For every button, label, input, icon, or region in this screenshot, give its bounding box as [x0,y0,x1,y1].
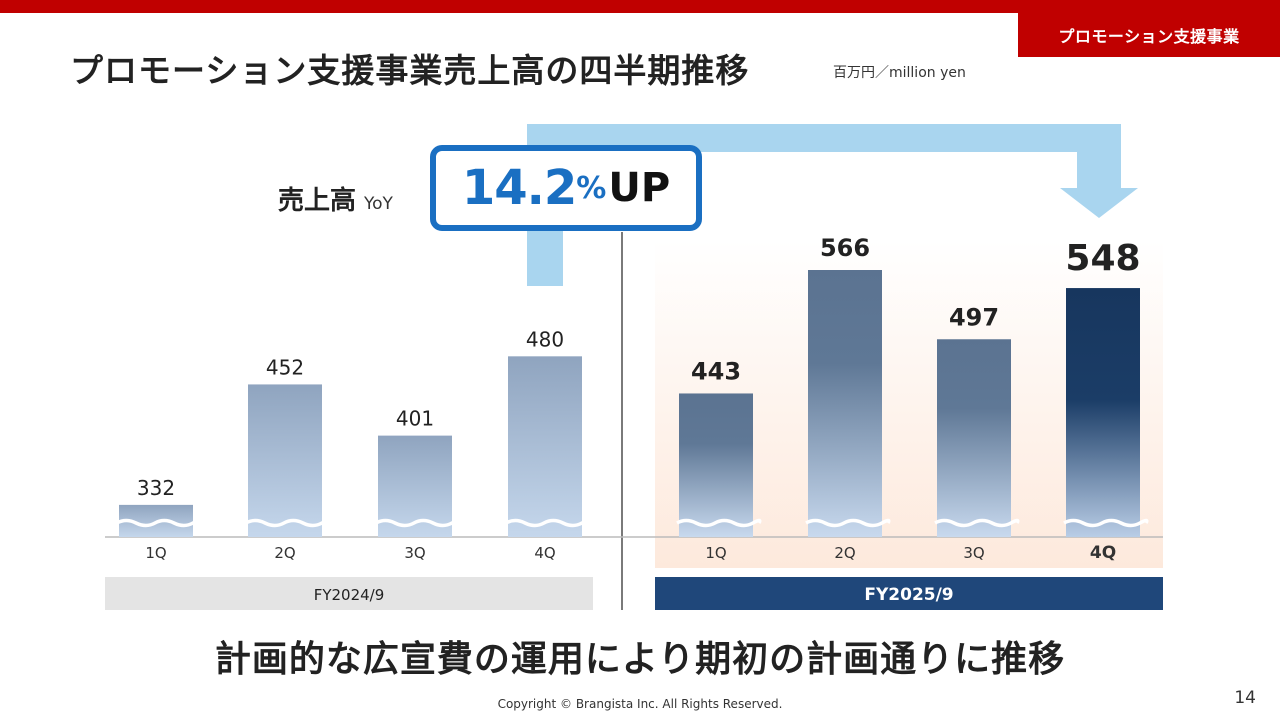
unit-label: 百万円／million yen [833,65,966,81]
bar-FY2024/9-4Q [508,356,582,537]
axis-break-mark [505,518,591,528]
tick-label-FY2025/9-2Q: 2Q [834,544,855,562]
bar-FY2025/9-1Q [679,393,753,537]
top-accent-bar [0,0,1280,13]
axis-break-mark [934,518,1020,528]
page-number: 14 [1234,688,1256,708]
axis-break-mark [1063,518,1149,528]
fiscal-year-label-FY2025/9: FY2025/9 [864,585,953,605]
yoy-label-sub: YoY [364,194,393,214]
fiscal-year-band-FY2024/9 [105,577,593,610]
yoy-percent-sign: % [576,170,607,206]
value-label-FY2025/9-1Q: 443 [691,357,741,385]
copyright-notice: Copyright © Brangista Inc. All Rights Re… [497,697,783,711]
tick-label-FY2024/9-1Q: 1Q [145,544,166,562]
value-label-FY2024/9-1Q: 332 [137,476,175,500]
value-label-FY2025/9-4Q: 548 [1065,238,1140,279]
yoy-arrow [527,124,1138,286]
value-label-FY2024/9-4Q: 480 [526,327,564,351]
bar-FY2025/9-3Q [937,339,1011,537]
yoy-up-label: UP [608,165,671,211]
axis-break-mark [245,518,331,528]
bar-FY2025/9-2Q [808,270,882,537]
value-label-FY2025/9-3Q: 497 [949,303,999,331]
tick-label-FY2025/9-3Q: 3Q [963,544,984,562]
section-tag: プロモーション支援事業 [1018,13,1280,57]
value-label-FY2024/9-3Q: 401 [396,407,434,431]
value-label-FY2025/9-2Q: 566 [820,234,870,262]
axis-break-mark [676,518,762,528]
tick-label-FY2024/9-2Q: 2Q [274,544,295,562]
tick-label-FY2024/9-4Q: 4Q [534,544,555,562]
fiscal-year-band-FY2025/9 [655,577,1163,610]
yoy-value: 14.2 [461,160,577,216]
summary-subtitle: 計画的な広宣費の運用により期初の計画通りに推移 [214,639,1066,680]
tick-label-FY2024/9-3Q: 3Q [404,544,425,562]
tick-label-FY2025/9-4Q: 4Q [1090,543,1116,563]
bar-FY2024/9-2Q [248,384,322,537]
page-title: プロモーション支援事業売上高の四半期推移 [70,51,750,90]
axis-break-mark [116,518,202,528]
yoy-callout-box: 14.2% UP [430,145,702,231]
value-label-FY2024/9-2Q: 452 [266,355,304,379]
bar-FY2025/9-4Q [1066,288,1140,537]
axis-break-mark [375,518,461,528]
fiscal-year-label-FY2024/9: FY2024/9 [314,586,385,604]
yoy-label: 売上高 YoY [278,180,393,217]
axis-break-mark [805,518,891,528]
yoy-label-main: 売上高 [278,186,357,216]
tick-label-FY2025/9-1Q: 1Q [705,544,726,562]
